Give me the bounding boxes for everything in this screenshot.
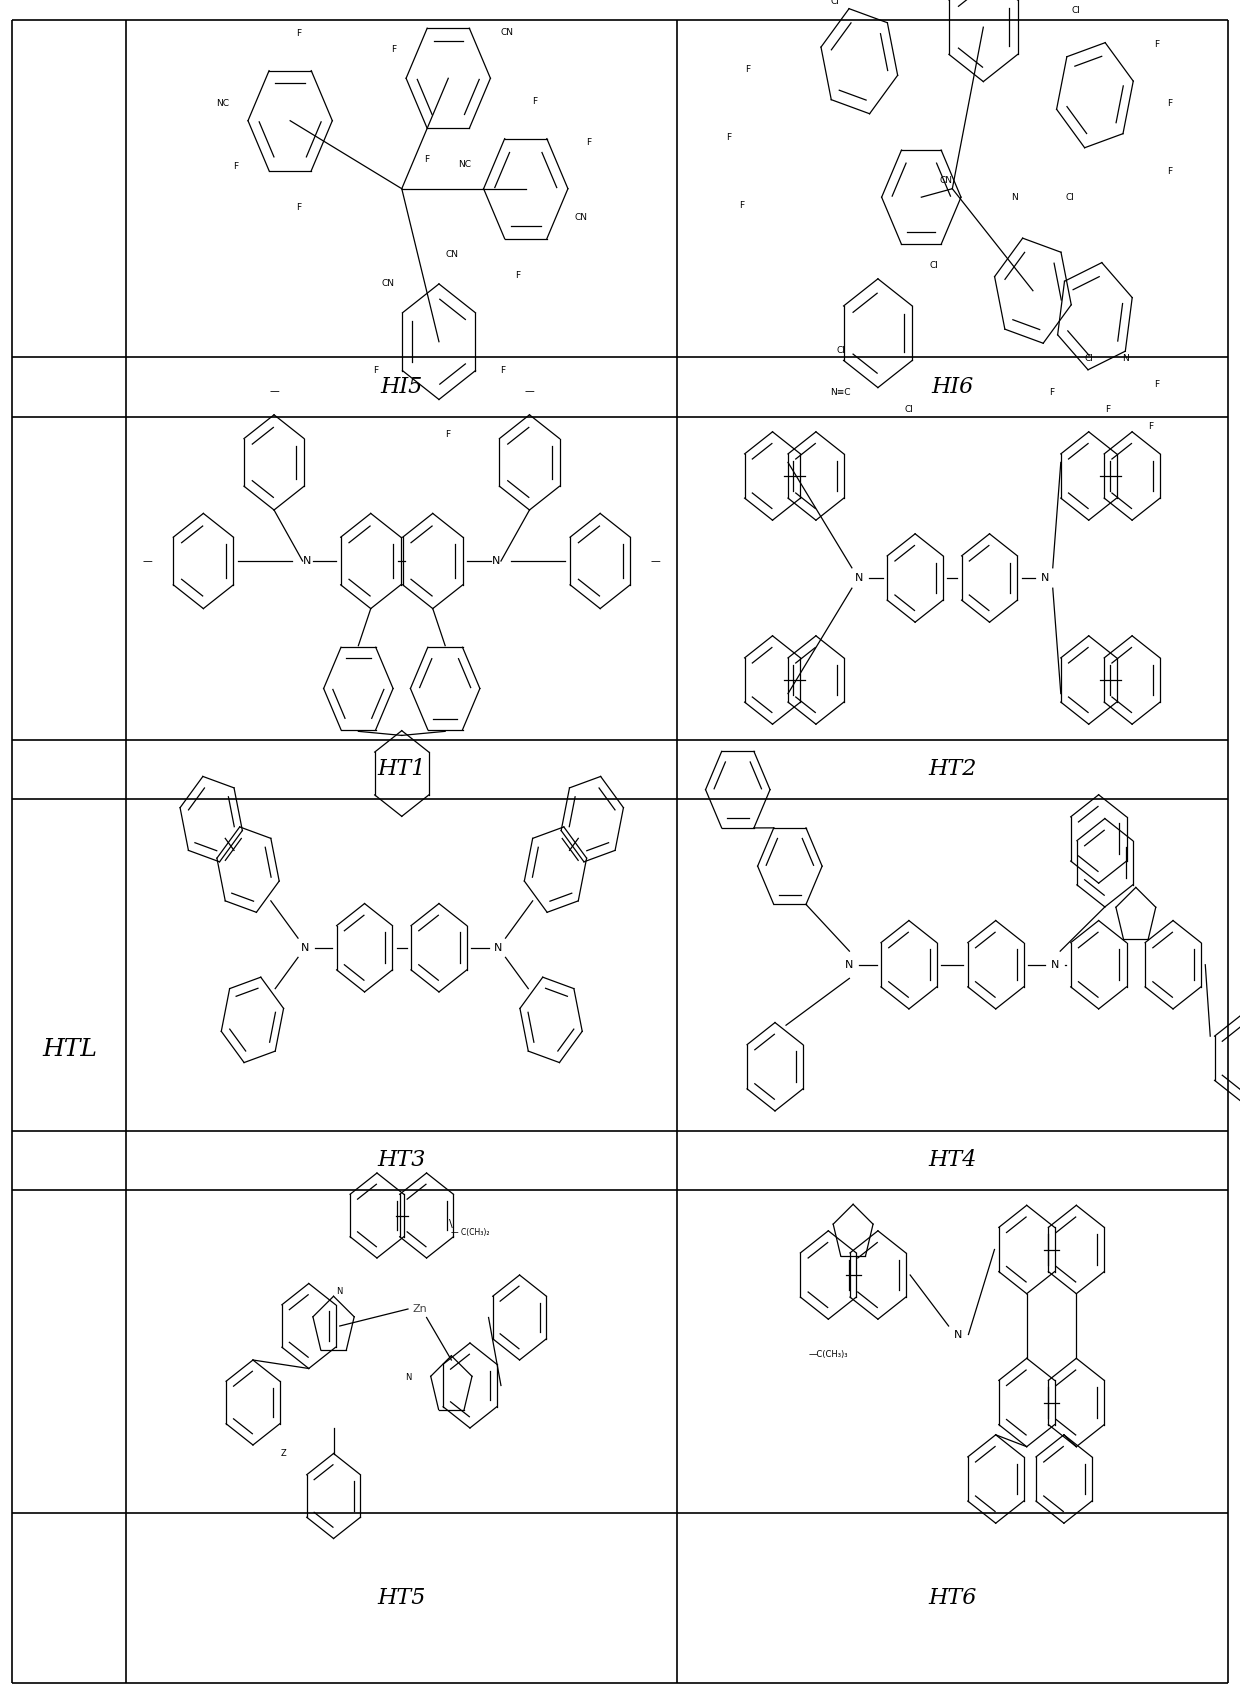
Text: — C(CH₃)₂: — C(CH₃)₂ — [450, 1227, 490, 1238]
Text: N: N — [1122, 354, 1130, 364]
Text: N: N — [304, 556, 311, 566]
Text: N: N — [1011, 192, 1018, 202]
Text: F: F — [424, 155, 430, 163]
Text: Cl: Cl — [904, 405, 914, 415]
Text: HT4: HT4 — [928, 1149, 977, 1171]
Text: HT6: HT6 — [928, 1588, 977, 1608]
Text: N≡C: N≡C — [831, 388, 851, 398]
Text: Cl: Cl — [1071, 5, 1081, 15]
Text: —: — — [525, 386, 534, 396]
Text: HI6: HI6 — [931, 376, 973, 398]
Text: F: F — [296, 29, 301, 39]
Text: CN: CN — [940, 175, 952, 185]
Text: F: F — [1105, 405, 1110, 415]
Text: F: F — [587, 138, 591, 146]
Text: N: N — [955, 1329, 962, 1340]
Text: CN: CN — [501, 27, 513, 36]
Text: N: N — [492, 556, 500, 566]
Text: F: F — [745, 65, 750, 75]
Text: N: N — [336, 1287, 343, 1297]
Text: F: F — [515, 270, 520, 280]
Text: N: N — [301, 944, 309, 952]
Text: F: F — [727, 133, 732, 143]
Text: F: F — [1167, 99, 1172, 109]
Text: HTL: HTL — [42, 1039, 97, 1061]
Text: F: F — [373, 366, 378, 376]
Text: F: F — [532, 97, 537, 107]
Text: F: F — [445, 430, 450, 439]
Text: Cl: Cl — [1065, 192, 1075, 202]
Text: F: F — [1148, 422, 1153, 432]
Text: N: N — [495, 944, 502, 952]
Text: F: F — [233, 163, 238, 172]
Text: F: F — [1167, 167, 1172, 177]
Text: NC: NC — [216, 99, 229, 107]
Text: \: \ — [449, 1219, 454, 1229]
Text: F: F — [296, 202, 301, 212]
Text: F: F — [500, 366, 505, 376]
Text: F: F — [1154, 379, 1159, 389]
Text: F: F — [739, 201, 744, 211]
Text: —C(CH₃)₃: —C(CH₃)₃ — [808, 1350, 848, 1358]
Text: F: F — [391, 44, 396, 54]
Text: N: N — [404, 1372, 412, 1382]
Text: N: N — [846, 960, 853, 969]
Text: —: — — [143, 556, 153, 566]
Text: N: N — [856, 573, 863, 583]
Text: N: N — [1052, 960, 1059, 969]
Text: Cl: Cl — [830, 0, 839, 7]
Text: Zn: Zn — [413, 1304, 428, 1314]
Text: F: F — [1154, 39, 1159, 49]
Text: N: N — [1042, 573, 1049, 583]
Text: HT3: HT3 — [377, 1149, 427, 1171]
Text: F: F — [1049, 388, 1054, 398]
Text: —: — — [269, 386, 279, 396]
Text: CN: CN — [574, 212, 587, 223]
Text: Cl: Cl — [836, 345, 846, 355]
Text: CN: CN — [382, 279, 394, 289]
Text: HT2: HT2 — [928, 758, 977, 780]
Text: Cl: Cl — [1084, 354, 1094, 364]
Text: HI5: HI5 — [381, 376, 423, 398]
Text: Cl: Cl — [929, 260, 939, 270]
Text: NC: NC — [459, 160, 471, 170]
Text: HT5: HT5 — [377, 1588, 427, 1608]
Text: CN: CN — [445, 250, 458, 260]
Text: —: — — [651, 556, 661, 566]
Text: Z: Z — [281, 1448, 286, 1459]
Text: HT1: HT1 — [377, 758, 427, 780]
